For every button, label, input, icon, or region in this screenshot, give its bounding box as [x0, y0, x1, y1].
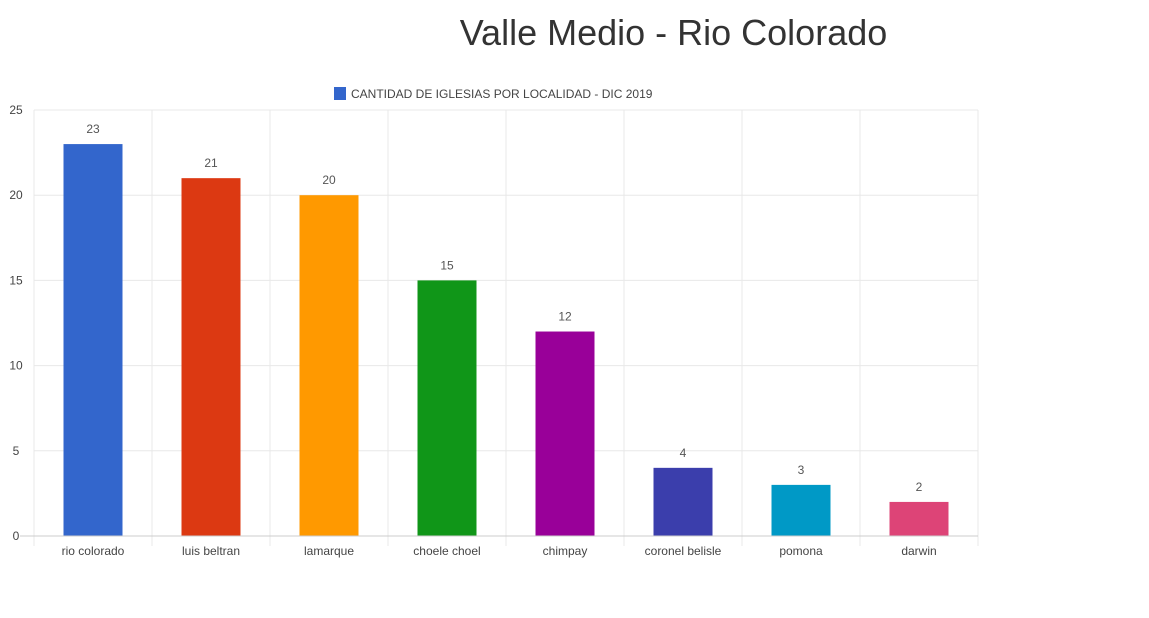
- bar-value-label: 23: [86, 122, 100, 136]
- legend-swatch: [334, 87, 346, 100]
- x-tick-label: pomona: [779, 544, 823, 558]
- bars: [63, 144, 949, 536]
- bar[interactable]: [771, 484, 831, 536]
- x-tick-label: darwin: [901, 544, 936, 558]
- legend-label: CANTIDAD DE IGLESIAS POR LOCALIDAD - DIC…: [351, 87, 653, 101]
- bar-value-label: 15: [440, 258, 454, 272]
- x-axis: rio colorado luis beltran lamarque choele c…: [20, 535, 978, 558]
- y-tick-label: 0: [13, 529, 20, 543]
- x-tick-label: chimpay: [543, 544, 588, 558]
- y-tick-label: 5: [13, 444, 20, 458]
- x-tick-label: lamarque: [304, 544, 354, 558]
- grid: [33, 109, 979, 546]
- bar-value-label: 2: [916, 480, 923, 494]
- bar-value-label: 20: [322, 173, 336, 187]
- bar[interactable]: [653, 467, 713, 536]
- y-axis: 0 5 10 15 20 25: [9, 103, 23, 543]
- y-tick-label: 25: [9, 103, 23, 117]
- bar-value-label: 4: [680, 446, 687, 460]
- legend[interactable]: CANTIDAD DE IGLESIAS POR LOCALIDAD - DIC…: [334, 87, 653, 101]
- value-labels: 23 21 20 15 12 4 3 2: [86, 122, 922, 494]
- bar[interactable]: [417, 280, 477, 536]
- y-tick-label: 10: [9, 359, 23, 373]
- bar[interactable]: [535, 331, 595, 536]
- y-tick-label: 20: [9, 188, 23, 202]
- bar-value-label: 12: [558, 310, 572, 324]
- bar[interactable]: [63, 144, 123, 536]
- y-tick-label: 15: [9, 273, 23, 287]
- x-tick-label: luis beltran: [182, 544, 240, 558]
- bar-value-label: 3: [798, 463, 805, 477]
- x-tick-label: rio colorado: [62, 544, 125, 558]
- bar[interactable]: [299, 195, 359, 536]
- bar[interactable]: [181, 178, 241, 536]
- x-tick-label: coronel belisle: [645, 544, 722, 558]
- x-tick-label: choele choel: [413, 544, 480, 558]
- bar[interactable]: [889, 501, 949, 536]
- chart-title: Valle Medio - Rio Colorado: [459, 12, 888, 53]
- bar-value-label: 21: [204, 156, 218, 170]
